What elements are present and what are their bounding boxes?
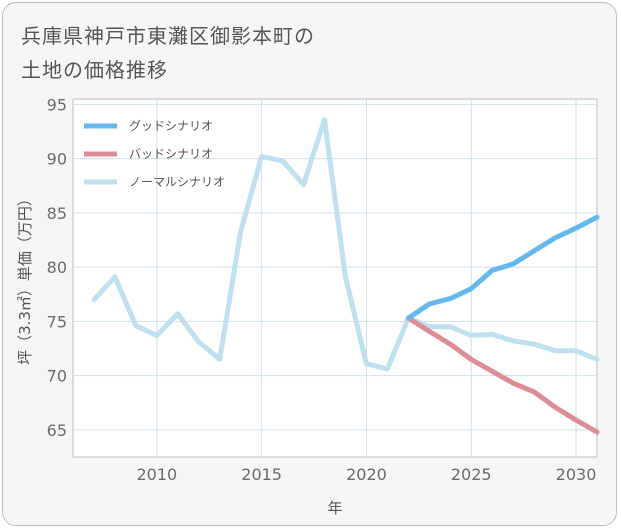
x-tick-label: 2030 xyxy=(556,465,597,484)
series-line-good xyxy=(405,214,600,321)
y-tick-labels: 65 70 75 80 85 90 95 xyxy=(47,95,67,439)
y-tick-label: 90 xyxy=(47,150,67,169)
y-tick-label: 65 xyxy=(47,421,67,440)
x-tick-label: 2015 xyxy=(241,465,282,484)
y-tick-label: 75 xyxy=(47,312,67,331)
series-line-normal xyxy=(91,117,600,372)
x-tick-labels: 2010 2015 2020 2025 2030 xyxy=(136,465,596,484)
chart-title: 兵庫県神戸市東灘区御影本町の 土地の価格推移 xyxy=(21,19,315,87)
title-line-1: 兵庫県神戸市東灘区御影本町の xyxy=(21,24,315,48)
y-tick-label: 70 xyxy=(47,367,67,386)
y-tick-label: 85 xyxy=(47,204,67,223)
legend-label-bad: バッドシナリオ xyxy=(129,147,213,161)
x-tick-label: 2010 xyxy=(136,465,177,484)
series-lines xyxy=(91,117,600,435)
series-line-bad xyxy=(405,315,600,435)
y-axis-label: 坪（3.3㎡）単価（万円） xyxy=(16,191,34,365)
x-tick-label: 2025 xyxy=(451,465,492,484)
title-line-2: 土地の価格推移 xyxy=(21,58,168,82)
legend-label-normal: ノーマルシナリオ xyxy=(129,175,225,189)
y-tick-label: 80 xyxy=(47,258,67,277)
y-tick-label: 95 xyxy=(47,95,67,114)
x-axis-label: 年 xyxy=(327,499,342,517)
x-tick-label: 2020 xyxy=(346,465,387,484)
legend-label-good: グッドシナリオ xyxy=(129,119,213,133)
